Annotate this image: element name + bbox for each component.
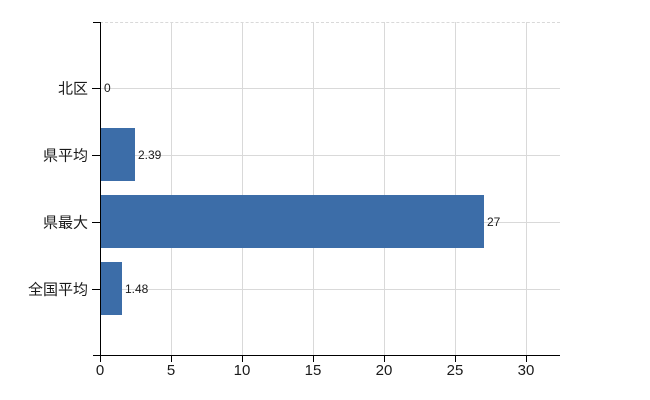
x-tick-label: 20	[375, 362, 393, 379]
category-label: 県平均	[42, 147, 88, 165]
gridline-horizontal	[100, 289, 560, 290]
plot-top-border	[100, 22, 560, 23]
bar-value-label: 27	[487, 215, 501, 229]
bar-value-label: 0	[104, 81, 111, 95]
x-axis-tick	[242, 355, 243, 362]
x-axis-tick	[171, 355, 172, 362]
x-axis-tick	[455, 355, 456, 362]
x-axis-line	[93, 355, 560, 356]
category-label: 北区	[57, 80, 88, 98]
category-label: 全国平均	[27, 281, 88, 299]
x-tick-label: 5	[166, 362, 176, 379]
gridline-vertical	[242, 22, 243, 355]
x-axis-tick	[526, 355, 527, 362]
bar-value-label: 2.39	[138, 148, 162, 162]
y-axis-tick	[92, 289, 100, 290]
gridline-vertical	[171, 22, 172, 355]
bar	[101, 262, 122, 315]
x-axis-tick	[313, 355, 314, 362]
y-axis-tick	[92, 222, 100, 223]
category-label: 県最大	[42, 214, 88, 232]
x-tick-label: 25	[446, 362, 464, 379]
y-axis-top-tick	[93, 22, 100, 23]
gridline-vertical	[313, 22, 314, 355]
x-axis-tick	[384, 355, 385, 362]
gridline-horizontal	[100, 155, 560, 156]
x-tick-label: 30	[517, 362, 535, 379]
y-axis-tick	[92, 88, 100, 89]
gridline-horizontal	[100, 88, 560, 89]
y-axis-tick	[92, 155, 100, 156]
bar	[101, 195, 484, 248]
gridline-vertical	[526, 22, 527, 355]
bar	[101, 128, 135, 181]
x-tick-label: 15	[304, 362, 322, 379]
bar-value-label: 1.48	[125, 282, 149, 296]
gridline-vertical	[455, 22, 456, 355]
y-axis-line	[100, 22, 101, 362]
x-tick-label: 10	[233, 362, 251, 379]
gridline-vertical	[384, 22, 385, 355]
x-tick-label: 0	[95, 362, 105, 379]
